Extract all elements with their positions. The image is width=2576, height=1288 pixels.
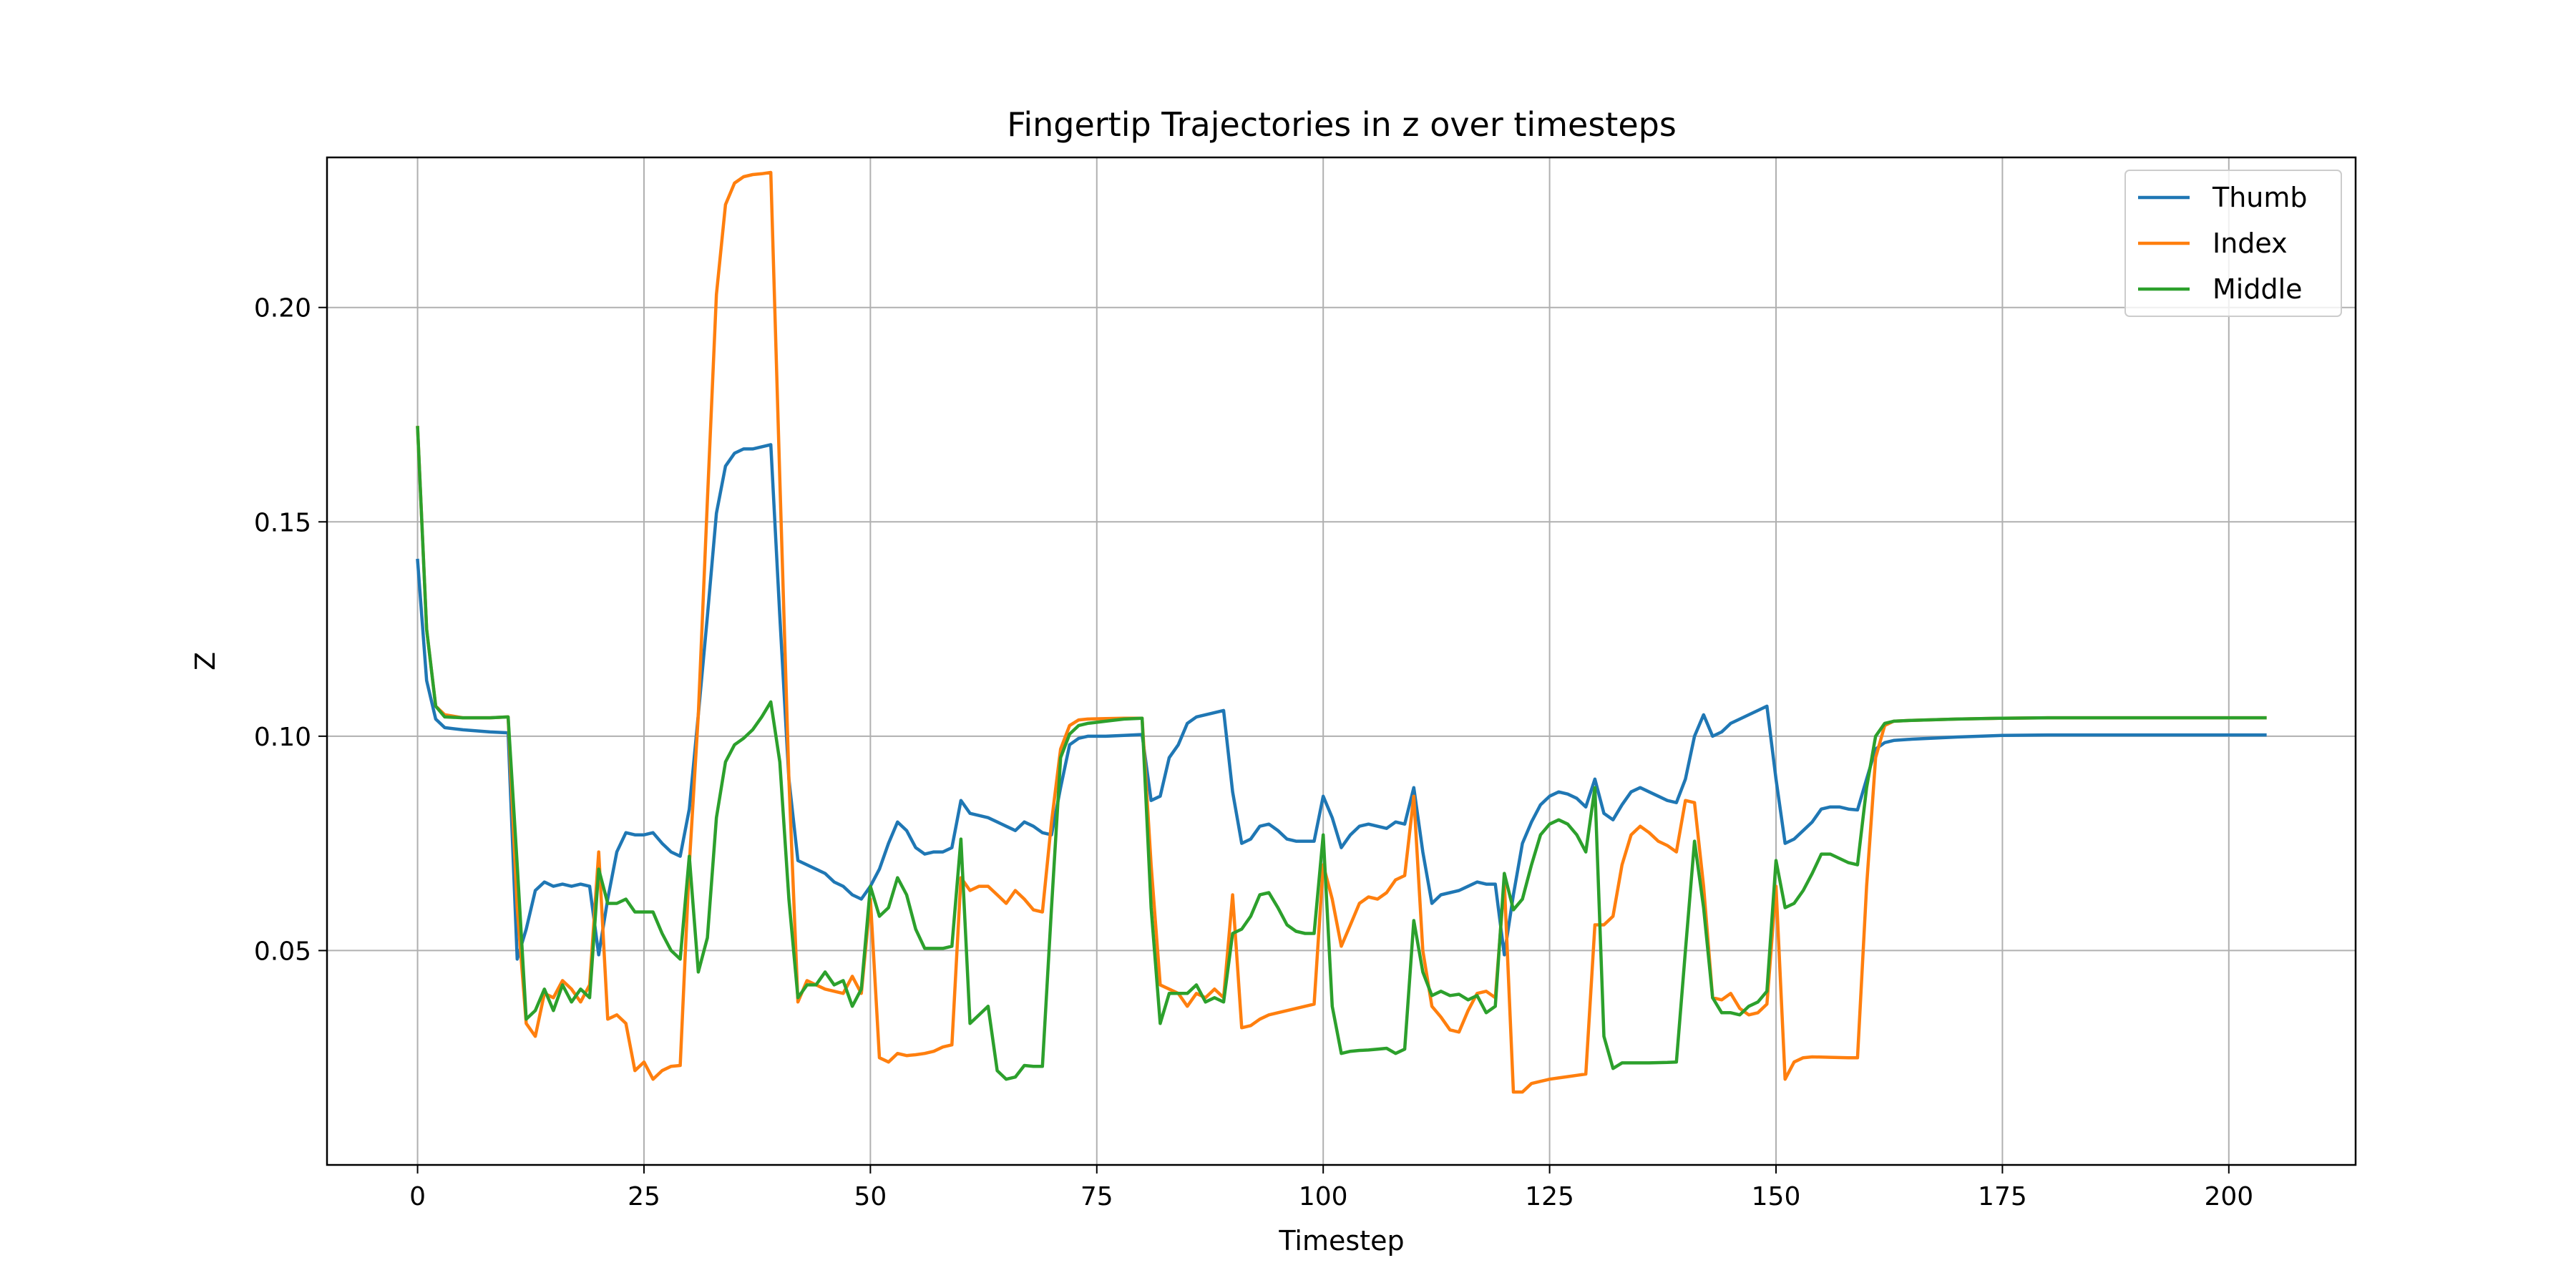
series-layer: [416, 170, 2267, 1094]
legend-box: [2124, 170, 2342, 317]
y-axis-label: Z: [190, 652, 221, 670]
y-tick-label: 0.05: [254, 937, 311, 966]
x-tick-label: 150: [1752, 1182, 1801, 1211]
y-tick-label: 0.10: [254, 723, 311, 752]
legend: Thumb Index Middle: [2124, 170, 2342, 317]
x-tick-label: 50: [854, 1182, 887, 1211]
y-tick-label: 0.15: [254, 508, 311, 537]
x-tick-label: 100: [1299, 1182, 1348, 1211]
x-tick-label: 25: [628, 1182, 660, 1211]
plot-frame: [326, 156, 2357, 1166]
y-axis: 0.05 0.10 0.15 0.20: [254, 294, 327, 966]
series-line-index: [416, 170, 2267, 1094]
x-axis: 0 25 50 75 100 125 150 175 200: [409, 1165, 2253, 1211]
y-tick-label: 0.20: [254, 294, 311, 323]
legend-label-middle: Middle: [2212, 273, 2303, 305]
x-tick-label: 175: [1978, 1182, 2027, 1211]
chart-title: Fingertip Trajectories in z over timeste…: [1007, 105, 1677, 144]
x-tick-label: 0: [409, 1182, 426, 1211]
legend-label-thumb: Thumb: [2212, 182, 2308, 213]
x-tick-label: 75: [1080, 1182, 1113, 1211]
x-tick-label: 125: [1525, 1182, 1574, 1211]
x-axis-label: Timestep: [1278, 1225, 1404, 1257]
x-tick-label: 200: [2204, 1182, 2253, 1211]
series-line-middle: [416, 426, 2267, 1081]
legend-label-index: Index: [2212, 228, 2288, 259]
